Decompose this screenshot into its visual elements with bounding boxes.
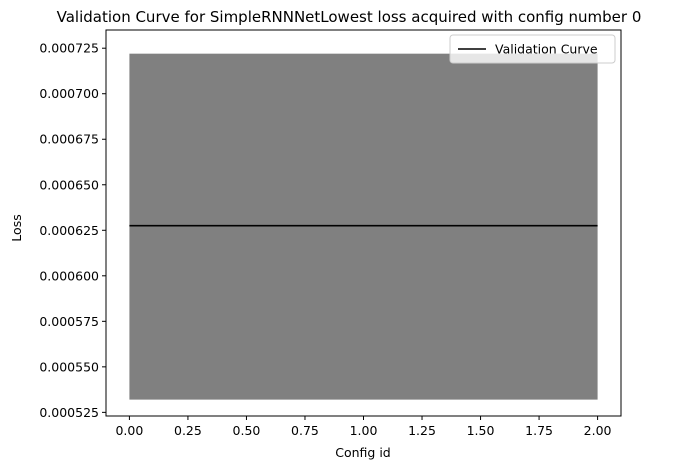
y-tick-label: 0.000600 — [39, 268, 99, 283]
chart-title: Validation Curve for SimpleRNNNetLowest … — [57, 8, 642, 26]
y-axis-label: Loss — [9, 214, 24, 241]
y-tick-label: 0.000725 — [39, 41, 99, 56]
legend-label: Validation Curve — [495, 42, 598, 57]
x-tick-label: 1.25 — [408, 423, 436, 438]
x-tick-label: 1.75 — [525, 423, 553, 438]
confidence-band — [129, 53, 598, 400]
x-tick-label: 1.00 — [350, 423, 378, 438]
x-axis-label: Config id — [335, 445, 391, 460]
y-tick-label: 0.000675 — [39, 132, 99, 147]
legend: Validation Curve — [449, 34, 616, 64]
x-tick-label: 2.00 — [584, 423, 612, 438]
y-tick-label: 0.000650 — [39, 177, 99, 192]
x-tick-label: 0.00 — [115, 423, 143, 438]
x-tick-label: 1.50 — [467, 423, 495, 438]
plot-area: 0.00 0.25 0.50 0.75 1.00 1.25 1.50 1.75 2.00 0.00… — [39, 29, 622, 438]
x-tick-label: 0.75 — [291, 423, 319, 438]
y-tick-label: 0.000550 — [39, 359, 99, 374]
y-tick-label: 0.000575 — [39, 314, 99, 329]
legend-box — [449, 34, 616, 64]
y-tick-label: 0.000525 — [39, 405, 99, 420]
x-tick-label: 0.50 — [233, 423, 261, 438]
x-tick-label: 0.25 — [174, 423, 202, 438]
y-tick-label: 0.000625 — [39, 223, 99, 238]
y-tick-label: 0.000700 — [39, 86, 99, 101]
